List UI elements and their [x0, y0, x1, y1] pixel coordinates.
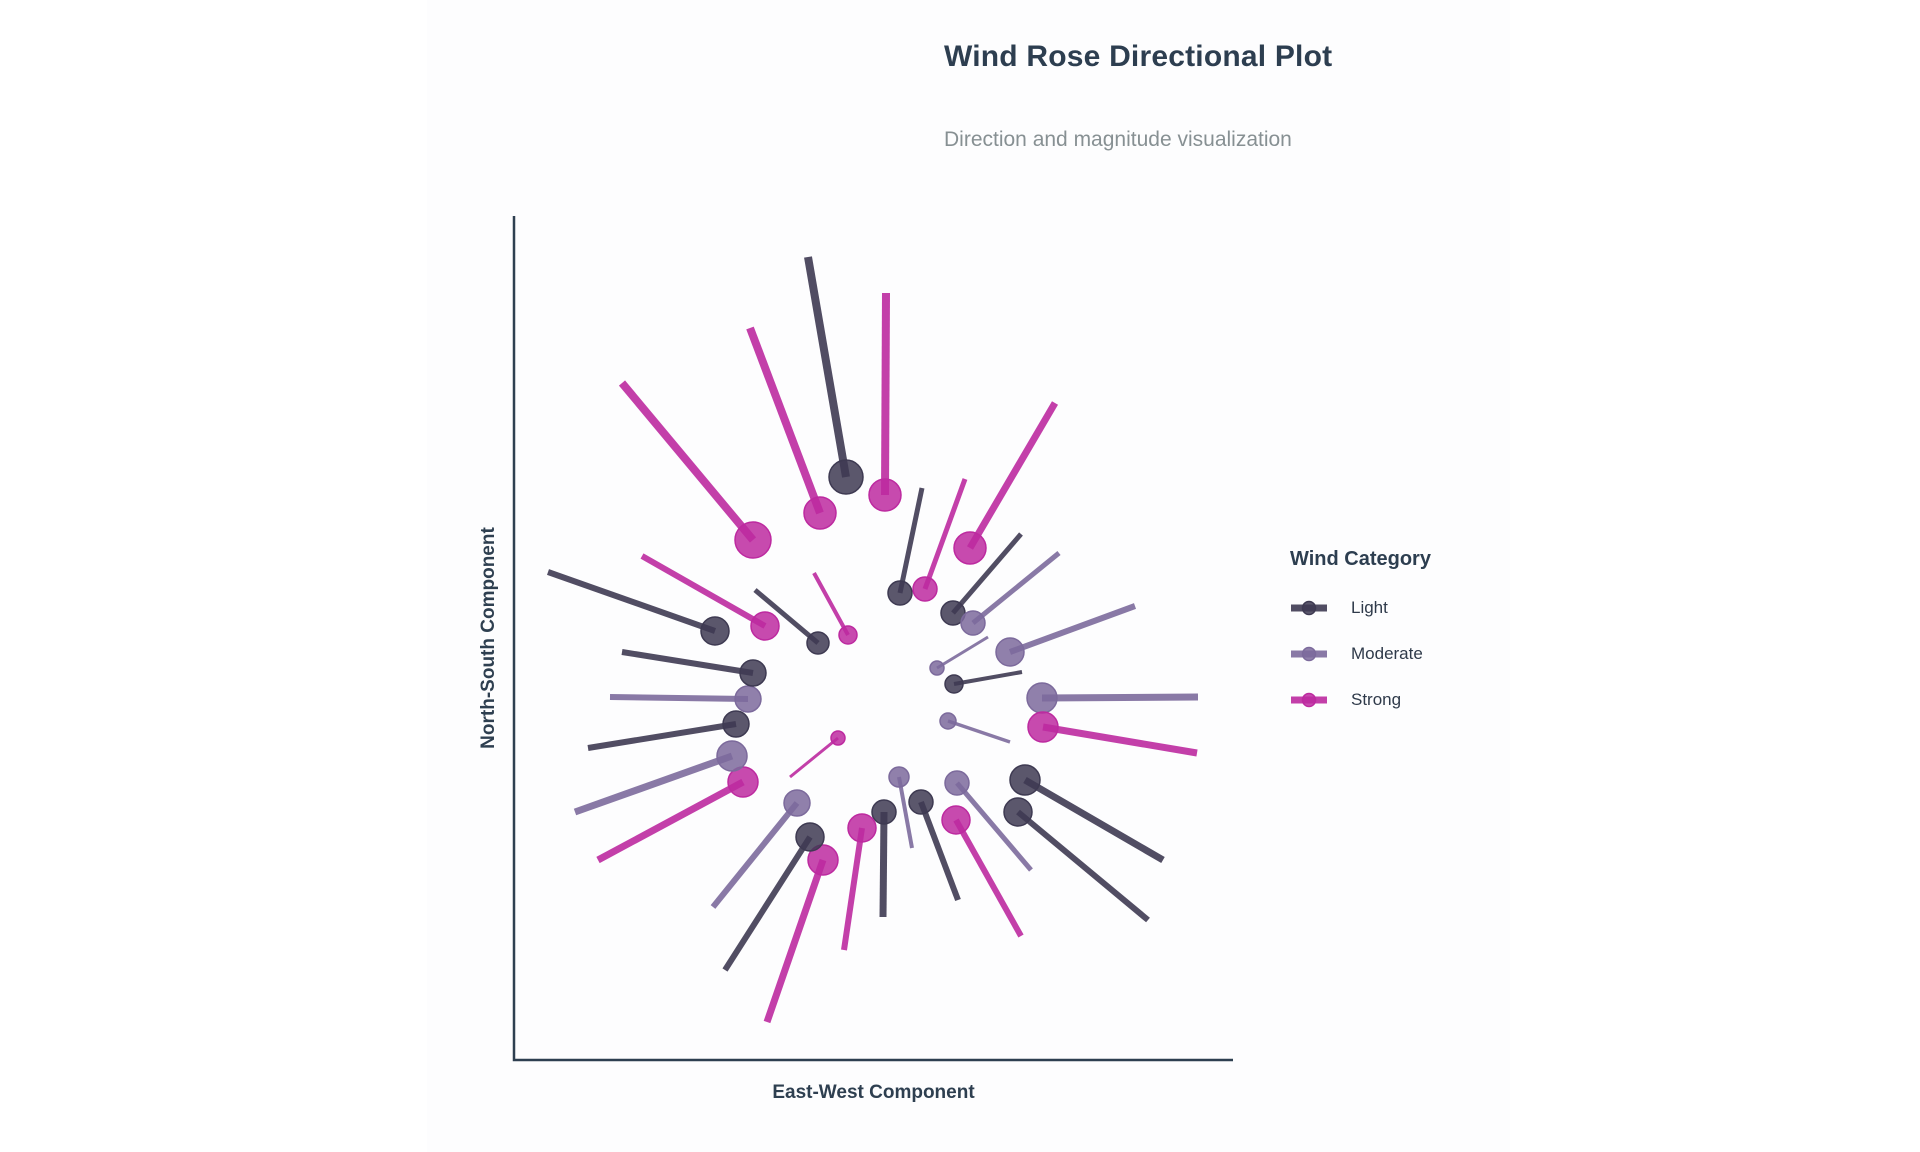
legend-item-strong: Strong [1290, 677, 1510, 723]
wind-vector-dot [734, 685, 762, 713]
wind-vector-line [918, 800, 961, 902]
figure-card: Wind Rose Directional Plot Direction and… [427, 0, 1510, 1152]
wind-vector-dot [929, 660, 945, 676]
wind-vector-dot [960, 610, 986, 636]
wind-vector-dot [795, 822, 825, 852]
legend-item-moderate: Moderate [1290, 631, 1510, 677]
wind-vector-line [1041, 693, 1199, 702]
wind-vector-dot [908, 789, 934, 815]
wind-vector-line [922, 478, 968, 590]
legend-label: Strong [1351, 690, 1402, 709]
wind-vector-line [947, 719, 1011, 744]
legend-title: Wind Category [1290, 548, 1431, 570]
wind-vector-line [753, 588, 820, 645]
wind-vector-dot [887, 580, 913, 606]
wind-vector-line [955, 781, 1033, 872]
wind-vector-dot [803, 496, 837, 530]
wind-vector-dot [838, 625, 858, 645]
wind-vector-line [804, 256, 850, 478]
wind-vector-line [951, 532, 1023, 615]
legend-item-light: Light [1290, 585, 1510, 631]
wind-vector-dot [939, 712, 957, 730]
legend-swatch-strong-icon [1291, 692, 1327, 708]
wind-vector-line [1008, 603, 1137, 655]
wind-vector-line [1042, 723, 1198, 757]
wind-vector-dot [739, 659, 767, 687]
wind-vector-line [841, 827, 865, 951]
wind-vector-line [789, 736, 839, 779]
page-subtitle: Direction and magnitude visualization [944, 128, 1292, 151]
wind-vector-dot [1027, 711, 1059, 743]
wind-vector-dot [847, 813, 877, 843]
wind-vector-line [621, 649, 754, 676]
y-axis-label: North-South Component [478, 527, 499, 749]
wind-vector-dot [1026, 682, 1058, 714]
wind-vector-dot [806, 631, 830, 655]
axis-spines [512, 216, 1233, 1062]
wind-vector-line [640, 553, 767, 629]
page-title: Wind Rose Directional Plot [944, 40, 1333, 73]
wind-vector-dot [944, 674, 964, 694]
wind-vector-dot [1003, 797, 1033, 827]
wind-vector-line [966, 401, 1059, 550]
wind-vector-dot [912, 576, 938, 602]
wind-vector-dot [700, 616, 730, 646]
wind-vector-dot [750, 611, 780, 641]
wind-vector-dot [953, 531, 987, 565]
wind-vector-line [881, 292, 890, 496]
legend-swatch-moderate-icon [1291, 646, 1327, 662]
legend-label: Light [1351, 598, 1388, 617]
wind-vector-line [710, 801, 800, 909]
wind-vector-line [897, 776, 914, 849]
wind-vector-line [587, 721, 737, 751]
wind-vector-dot [716, 740, 748, 772]
wind-vector-line [971, 551, 1061, 625]
wind-vector-line [596, 778, 745, 864]
wind-vector-line [812, 572, 850, 636]
wind-vector-dot [1009, 764, 1041, 796]
wind-vector-line [573, 752, 734, 816]
wind-vector-line [879, 811, 888, 918]
wind-vector-dot [941, 805, 971, 835]
wind-vector-line [609, 694, 749, 702]
wind-vector-line [722, 835, 813, 972]
legend: Wind Category Light Moderate Strong [1290, 548, 1510, 723]
legend-swatch-light-icon [1291, 600, 1327, 616]
vector-dots [700, 459, 1059, 876]
wind-vector-line [897, 487, 925, 594]
wind-vector-dot [722, 710, 750, 738]
wind-vector-dot [871, 799, 897, 825]
wind-vector-dot [807, 844, 839, 876]
legend-items: Light Moderate Strong [1290, 585, 1510, 723]
wind-vector-dot [995, 637, 1025, 667]
wind-vector-line [936, 635, 989, 670]
wind-vector-line [763, 858, 827, 1024]
wind-vector-dot [783, 789, 811, 817]
wind-vector-dot [944, 770, 970, 796]
wind-vector-dot [830, 730, 846, 746]
wind-vector-line [1016, 809, 1150, 923]
wind-vector-line [746, 326, 824, 515]
wind-vector-dot [868, 478, 902, 512]
wind-vector-dot [734, 521, 772, 559]
wind-vector-dot [940, 600, 966, 626]
wind-vector-dot [828, 459, 864, 495]
vector-lines [547, 256, 1199, 1024]
x-axis-label: East-West Component [772, 1082, 975, 1103]
legend-label: Moderate [1351, 644, 1423, 663]
wind-vector-line [953, 670, 1023, 686]
wind-vector-line [547, 569, 716, 634]
wind-vector-dot [888, 766, 910, 788]
wind-vector-line [618, 380, 757, 543]
wind-vector-line [953, 818, 1024, 938]
wind-vector-line [1023, 776, 1165, 864]
